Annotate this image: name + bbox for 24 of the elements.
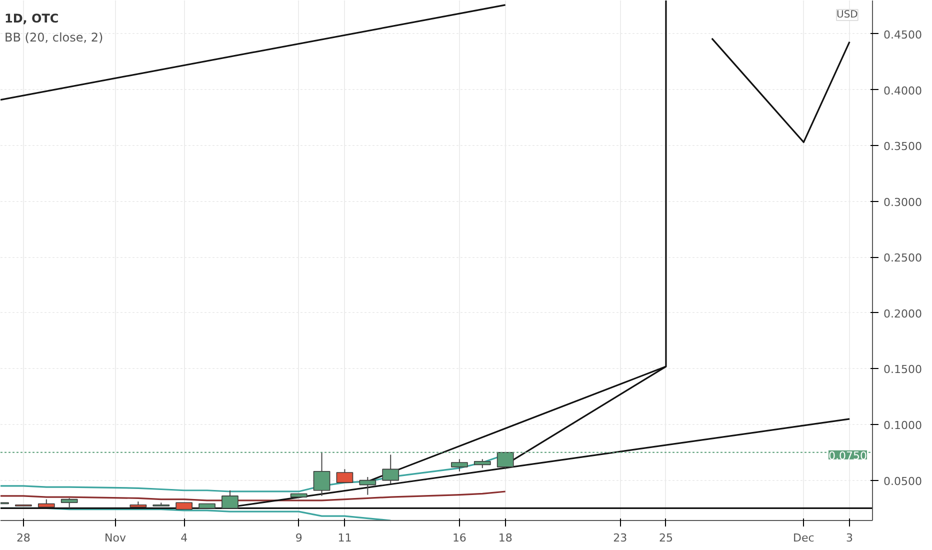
x-tick-label: 11 bbox=[338, 532, 352, 544]
x-tick-label: Nov bbox=[104, 532, 126, 544]
x-tick-label: 25 bbox=[658, 532, 673, 544]
x-tick-label: 18 bbox=[498, 532, 512, 544]
text: 1D, OTC bbox=[4, 12, 59, 26]
x-tick-label: Dec bbox=[793, 532, 814, 544]
ref-line-label: 0.0750 bbox=[828, 449, 867, 462]
x-tick-label: 9 bbox=[295, 532, 302, 544]
y-tick-label: 0.1500 bbox=[884, 363, 922, 376]
x-tick-label: 4 bbox=[180, 532, 188, 544]
x-tick-label: 16 bbox=[452, 532, 466, 544]
y-tick-label: 0.2000 bbox=[884, 307, 922, 320]
y-tick-label: 0.2500 bbox=[884, 252, 922, 265]
y-tick-label: 0.3000 bbox=[884, 196, 922, 209]
y-tick-label: 0.3500 bbox=[884, 140, 922, 154]
y-tick-label: 0.4500 bbox=[884, 28, 922, 42]
annotation: USD bbox=[836, 10, 858, 20]
x-tick-label: 3 bbox=[846, 532, 854, 544]
y-tick-label: 0.0500 bbox=[884, 474, 922, 488]
x-tick-label: 28 bbox=[16, 532, 30, 544]
x-tick-label: 23 bbox=[613, 532, 628, 544]
y-tick-label: 0.4000 bbox=[884, 84, 922, 98]
text: BB (20, close, 2) bbox=[4, 30, 104, 44]
y-tick-label: 0.1000 bbox=[884, 419, 922, 432]
